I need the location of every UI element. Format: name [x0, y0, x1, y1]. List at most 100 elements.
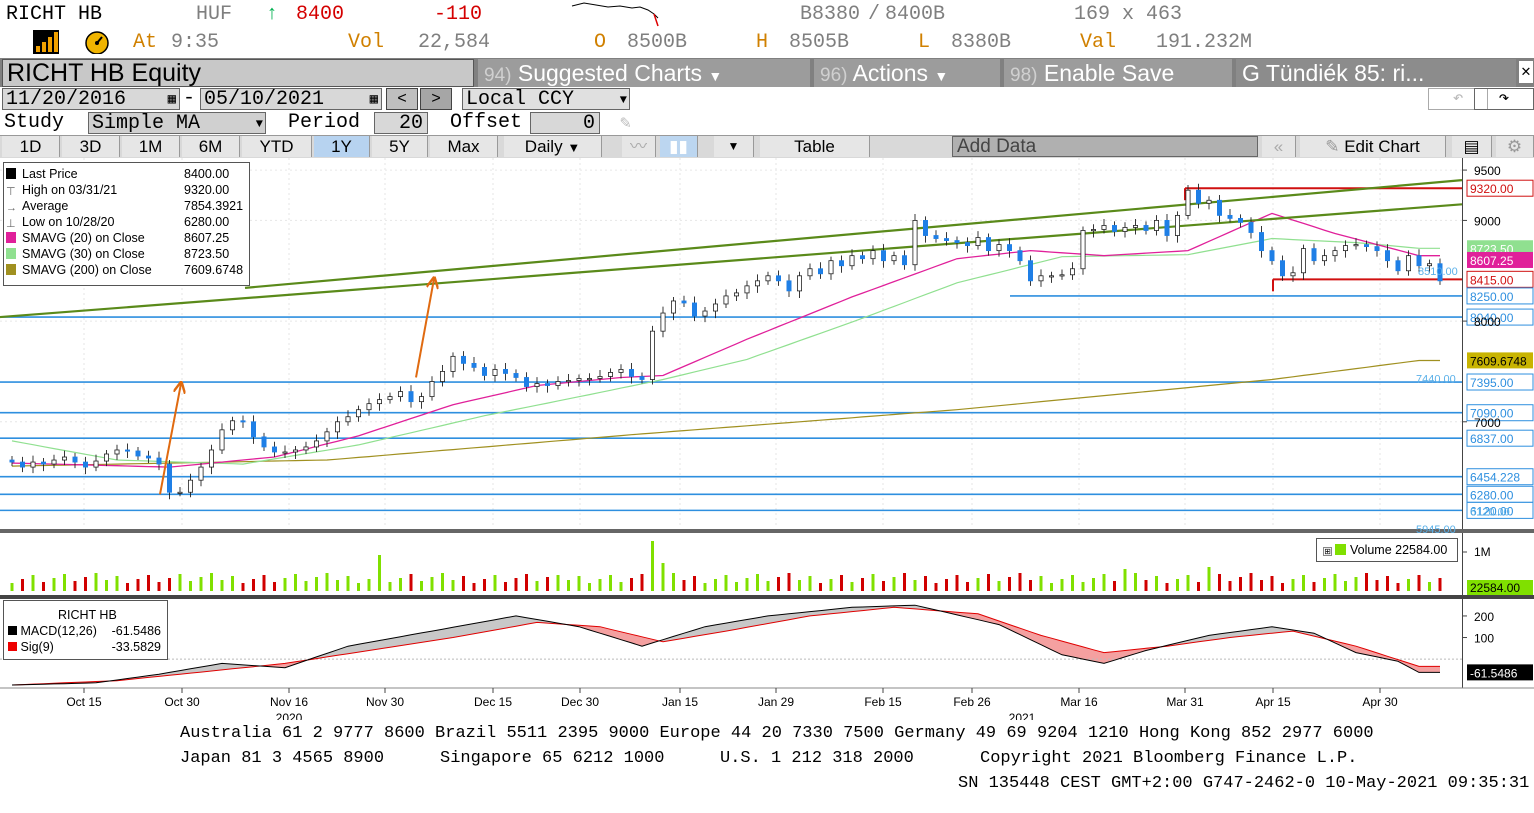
candle-body	[1269, 250, 1275, 262]
candle-body	[902, 255, 908, 266]
chart-settings-icon[interactable]: ▤	[1452, 136, 1492, 157]
edit-chart-button[interactable]: ✎ Edit Chart	[1300, 136, 1446, 157]
volume-bar	[294, 574, 297, 591]
candle-body	[828, 260, 834, 275]
macd-fill	[831, 608, 842, 614]
speedometer-icon[interactable]	[84, 30, 110, 55]
candle-body	[1406, 255, 1412, 272]
volume-bar	[1113, 581, 1116, 591]
candle-body	[145, 455, 151, 459]
volume-legend[interactable]: ⊞ Volume 22584.00	[1316, 538, 1458, 562]
tab-6m[interactable]: 6M	[182, 136, 240, 157]
volume-bar	[1050, 583, 1053, 591]
volume-bar	[336, 580, 339, 591]
candle-body	[912, 220, 918, 266]
candle-body	[755, 280, 761, 287]
currency-select[interactable]: Local CCY ▼	[462, 88, 630, 111]
footer-singapore: Singapore 65 6212 1000	[440, 749, 665, 768]
macd-fill	[757, 615, 768, 626]
volume-bar	[199, 577, 203, 591]
candle-body	[1427, 263, 1433, 267]
chart-title[interactable]: G Tündiék 85: ri...	[1236, 59, 1516, 87]
signal-swatch	[8, 642, 17, 651]
candle-body	[62, 456, 68, 461]
table-button[interactable]: Table	[760, 136, 870, 157]
volume-bar	[756, 574, 759, 591]
candle-body	[198, 466, 204, 481]
candle-body	[1017, 250, 1023, 262]
volume-bar	[1228, 581, 1232, 591]
actions-menu[interactable]: 96) Actions ▼	[814, 59, 1000, 87]
price-tag-box	[1466, 468, 1534, 486]
line-chart-icon[interactable]: 〰	[622, 136, 656, 157]
price-legend[interactable]: Last Price 8400.00 ⊤ High on 03/31/21 9320.0…	[3, 162, 250, 286]
candle-body	[460, 355, 466, 364]
legend-swatch: →	[6, 202, 17, 214]
price-tag-label: 22584.00	[1470, 581, 1520, 595]
next-period-button[interactable]: >	[420, 88, 452, 110]
macd-fill	[778, 613, 789, 622]
calendar-icon[interactable]: ▦	[167, 92, 176, 108]
period-input[interactable]: 20	[374, 112, 428, 135]
study-select[interactable]: Simple MA ▼	[88, 112, 266, 135]
close-icon[interactable]: ✕	[1519, 61, 1533, 83]
macd-fill	[631, 634, 642, 647]
ticker[interactable]: RICHT HB	[6, 3, 103, 26]
tab-3d[interactable]: 3D	[62, 136, 120, 157]
end-date: 05/10/2021	[204, 88, 325, 111]
enable-save-button[interactable]: 98) Enable Save	[1004, 59, 1232, 87]
legend-label: SMAVG (20) on Close	[22, 231, 145, 245]
candle-body	[839, 260, 845, 267]
candle-body	[83, 461, 89, 468]
previous-period-button[interactable]: <	[386, 88, 418, 110]
candle-chart-icon[interactable]: ▮▮	[660, 136, 698, 157]
volume-bar	[126, 583, 129, 591]
x-tick-label: Jan 29	[758, 695, 794, 709]
tab-ytd[interactable]: YTD	[242, 136, 312, 157]
macd-fill	[988, 617, 999, 625]
undo-icon[interactable]: ↶	[1428, 88, 1488, 110]
end-date-input[interactable]: 05/10/2021 ▦	[200, 88, 382, 111]
x-tick-label: Nov 30	[366, 695, 404, 709]
offset-input[interactable]: 0	[530, 112, 600, 135]
suggested-charts-menu[interactable]: 94) Suggested Charts ▼	[478, 59, 810, 87]
macd-fill	[379, 638, 390, 649]
moving-averages	[11, 212, 1440, 468]
start-date-input[interactable]: 11/20/2016 ▦	[2, 88, 180, 111]
volume-bar	[1249, 573, 1253, 591]
tab-max[interactable]: Max	[430, 136, 498, 157]
volume-bar	[567, 580, 570, 591]
chevron-down-icon: ▼	[255, 117, 263, 131]
macd-fill	[1072, 644, 1083, 660]
collapse-icon[interactable]: «	[1262, 136, 1296, 157]
gear-icon[interactable]: ⚙	[1496, 136, 1534, 157]
macd-fill	[1408, 662, 1419, 673]
macd-fill	[1009, 624, 1020, 635]
redo-icon[interactable]: ↷	[1474, 88, 1534, 110]
signal-bars-icon[interactable]	[33, 30, 59, 54]
volume-bar	[850, 582, 854, 591]
volume-bar	[315, 577, 318, 591]
expand-icon[interactable]: ⊞	[1323, 547, 1332, 556]
tab-5y[interactable]: 5Y	[372, 136, 428, 157]
price-tag: 8250.00	[1466, 287, 1534, 305]
last-price: 8400	[296, 3, 345, 26]
tab-1y[interactable]: 1Y	[314, 136, 370, 157]
chevron-down-icon[interactable]: ▼	[714, 136, 754, 157]
price-level-label: 6120.00	[1470, 506, 1510, 518]
volume-bar	[724, 575, 728, 591]
add-data-input[interactable]: Add Data	[952, 136, 1258, 157]
tab-1d[interactable]: 1D	[2, 136, 60, 157]
security-field[interactable]: RICHT HB Equity	[2, 59, 474, 87]
macd-legend[interactable]: RICHT HB MACD(12,26) -61.5486 Sig(9) -33…	[3, 600, 168, 660]
price-tag-label: 7090.00	[1470, 407, 1514, 421]
legend-row: SMAVG (200) on Close 7609.6748	[6, 262, 249, 278]
macd-fill	[442, 627, 453, 640]
tab-1m[interactable]: 1M	[122, 136, 180, 157]
volume-bar	[73, 581, 77, 591]
candle-body	[345, 416, 351, 423]
pencil-icon[interactable]: ✎	[620, 114, 631, 134]
calendar-icon[interactable]: ▦	[369, 92, 378, 108]
volume-swatch	[1335, 544, 1347, 555]
frequency-select[interactable]: Daily ▼	[504, 136, 602, 157]
